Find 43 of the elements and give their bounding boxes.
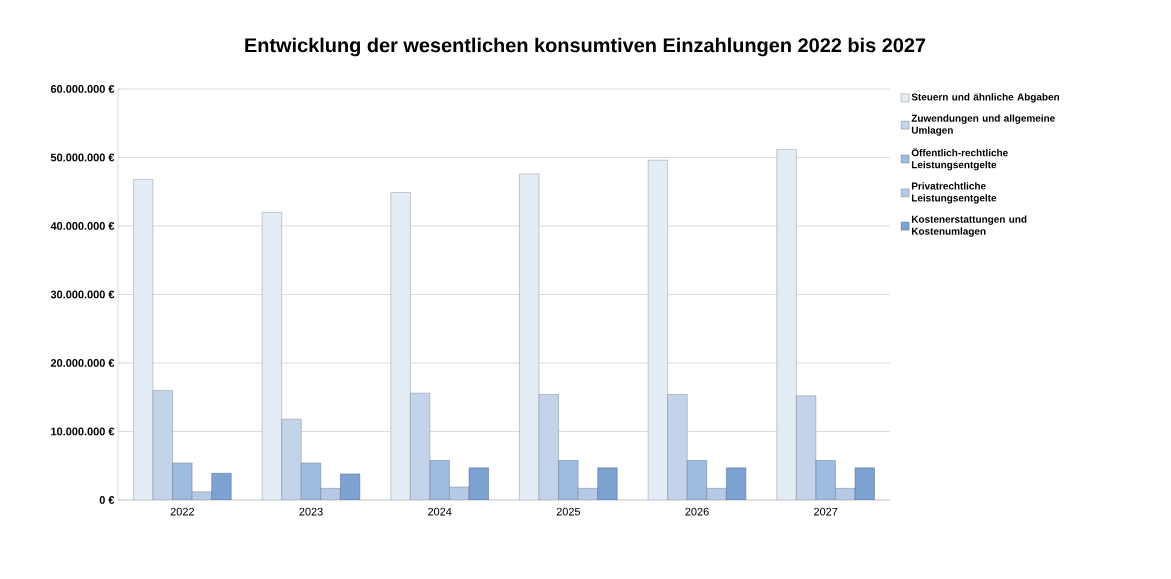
legend-label: Steuern und ähnliche Abgaben <box>911 93 1060 103</box>
legend-label: Kostenerstattungen und Kostenumlagen <box>911 215 1027 237</box>
y-tick-label: 0 € <box>99 496 115 504</box>
bar <box>726 467 747 500</box>
bar <box>429 460 450 500</box>
bar <box>261 212 282 500</box>
bar <box>390 192 411 500</box>
legend-label: Zuwendungen und allgemeine Umlagen <box>911 114 1055 136</box>
y-tick-label: 30.000.000 € <box>50 290 115 299</box>
x-tick-label: 2026 <box>685 507 709 516</box>
bar <box>281 418 302 500</box>
legend-label: Öffentlich-rechtliche Leistungsentgelte <box>911 147 1008 171</box>
bar <box>152 390 173 500</box>
bar <box>538 394 559 500</box>
x-tick-label: 2022 <box>170 507 194 516</box>
bar <box>468 467 489 500</box>
x-tick-label: 2027 <box>814 507 838 516</box>
y-tick-label: 60.000.000 € <box>50 85 115 93</box>
x-tick-label: 2025 <box>556 507 581 516</box>
bar <box>815 460 836 500</box>
bar <box>687 460 707 500</box>
legend-label: Privatrechtliche Leistungsentgelte <box>911 182 997 204</box>
x-tick-label: 2024 <box>428 507 452 516</box>
bar <box>211 473 232 500</box>
bar <box>410 392 431 500</box>
y-tick-label: 40.000.000 € <box>50 222 115 230</box>
bar <box>172 462 193 500</box>
bar <box>667 394 688 500</box>
bar <box>854 467 875 500</box>
bar <box>519 173 540 500</box>
bar <box>133 179 154 500</box>
y-tick-label: 10.000.000 € <box>51 427 115 436</box>
bar <box>776 149 797 500</box>
y-tick-label: 20.000.000 € <box>50 359 115 367</box>
bar <box>340 473 361 500</box>
y-tick-label: 50.000.000 € <box>50 153 115 162</box>
chart-title: Entwicklung der wesentlichen konsumtiven Einzahlungen 2022 bis 2027 <box>245 37 926 57</box>
bar <box>597 467 618 500</box>
bar <box>558 460 579 500</box>
bar <box>647 160 668 500</box>
x-tick-label: 2023 <box>299 507 323 516</box>
bar <box>796 395 817 500</box>
bar <box>301 462 321 500</box>
